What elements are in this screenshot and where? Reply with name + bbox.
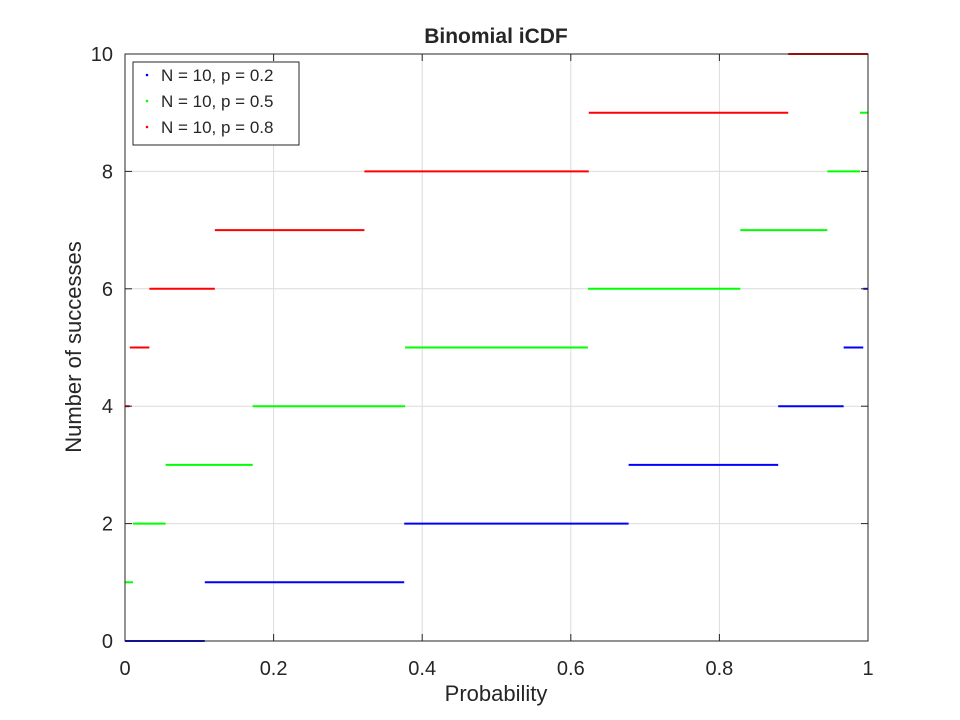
y-tick-label: 6: [102, 279, 113, 301]
legend-label-3: N = 10, p = 0.8: [161, 118, 273, 137]
data-series: [125, 53, 868, 642]
legend: N = 10, p = 0.2 N = 10, p = 0.5 N = 10, p …: [132, 61, 300, 146]
series-2: [125, 111, 868, 584]
legend-marker-2: [145, 99, 149, 103]
legend-box: [132, 61, 300, 146]
y-tick-label: 4: [102, 396, 113, 418]
legend-marker-1: [145, 73, 149, 77]
x-tick-label: 0.8: [705, 658, 733, 680]
x-tick-label: 0: [119, 658, 130, 680]
legend-marker-3: [145, 125, 149, 129]
y-tick-label: 0: [102, 631, 113, 653]
legend-label-2: N = 10, p = 0.5: [161, 92, 273, 111]
chart-title: Binomial iCDF: [424, 25, 568, 48]
x-tick-label: 0.6: [557, 658, 585, 680]
plot-frame: [124, 53, 869, 642]
x-tick-label: 0.2: [260, 658, 288, 680]
legend-label-1: N = 10, p = 0.2: [161, 66, 273, 85]
x-tick-label: 0.4: [408, 658, 436, 680]
y-tick-label: 8: [102, 161, 113, 183]
x-axis-label: Probability: [445, 681, 548, 706]
y-tick-label: 2: [102, 514, 113, 536]
y-axis-label: Number of successes: [61, 241, 86, 453]
y-tick-label: 10: [91, 44, 113, 66]
x-tick-label: 1: [862, 658, 873, 680]
